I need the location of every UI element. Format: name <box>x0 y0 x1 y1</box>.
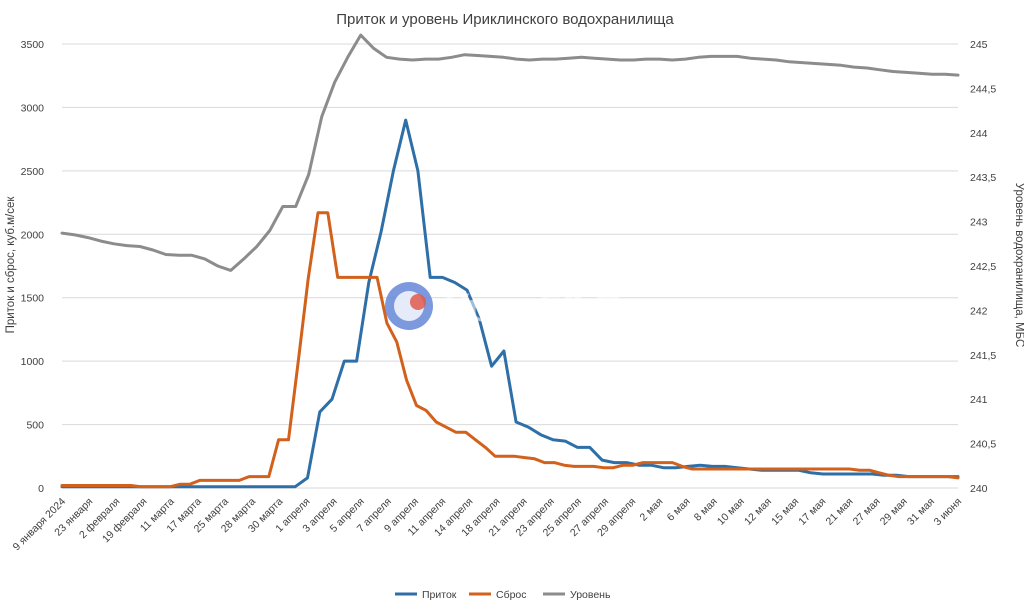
gridlines <box>62 43 958 489</box>
left-tick-label: 1000 <box>21 356 45 368</box>
legend-label-1: Сброс <box>496 589 527 601</box>
series-line-2 <box>60 33 960 272</box>
series-line-0 <box>60 118 960 489</box>
left-tick-label: 1500 <box>21 293 45 305</box>
legend-label-2: Уровень <box>570 589 611 601</box>
series-lines <box>60 33 960 489</box>
x-tick-label: 17 мая <box>796 496 828 528</box>
chart-title: Приток и уровень Ириклинского водохранил… <box>336 11 674 28</box>
right-tick-label: 244,5 <box>970 83 996 95</box>
right-tick-label: 242 <box>970 305 988 317</box>
right-tick-label: 241 <box>970 394 988 406</box>
right-tick-label: 245 <box>970 39 988 51</box>
watermark-text: Урал56.Ру <box>444 286 645 330</box>
legend: Приток Сброс Уровень <box>395 589 611 601</box>
x-tick-label: 3 июня <box>932 496 965 529</box>
left-tick-label: 0 <box>38 483 44 495</box>
right-tick-label: 242,5 <box>970 261 996 273</box>
watermark-dot-icon <box>410 294 426 310</box>
left-tick-label: 3500 <box>21 39 45 51</box>
x-tick-label: 2 мая <box>638 496 666 524</box>
x-tick-label: 6 мая <box>665 496 693 524</box>
x-tick-label: 21 мая <box>823 496 855 528</box>
left-tick-label: 500 <box>26 420 44 432</box>
right-tick-label: 244 <box>970 128 988 140</box>
left-tick-label: 2000 <box>21 229 45 241</box>
right-tick-label: 240,5 <box>970 439 996 451</box>
left-tick-label: 3000 <box>21 102 45 114</box>
right-tick-label: 241,5 <box>970 350 996 362</box>
x-tick-label: 10 мая <box>715 496 747 528</box>
right-axis-ticks: 240 240,5 241 241,5 242 242,5 243 243,5 244 244,5… <box>970 39 996 495</box>
x-tick-label: 31 мая <box>905 496 937 528</box>
right-tick-label: 240 <box>970 483 988 495</box>
legend-label-0: Приток <box>422 589 457 601</box>
left-axis-label: Приток и сброс, куб.м/сек <box>5 196 17 334</box>
x-tick-label: 15 мая <box>769 496 801 528</box>
x-tick-label: 12 мая <box>742 496 774 528</box>
right-tick-label: 243 <box>970 217 988 229</box>
right-tick-label: 243,5 <box>970 172 996 184</box>
left-axis-ticks: 0 500 1000 1500 2000 2500 3000 3500 <box>21 39 45 495</box>
series-line-1 <box>60 211 960 489</box>
left-tick-label: 2500 <box>21 166 45 178</box>
x-tick-label: 29 мая <box>878 496 910 528</box>
watermark-logo: Урал56.Ру <box>385 282 645 330</box>
right-axis-label: Уровень водохранилища, МБС <box>1013 183 1024 348</box>
x-tick-label: 27 мая <box>851 496 883 528</box>
